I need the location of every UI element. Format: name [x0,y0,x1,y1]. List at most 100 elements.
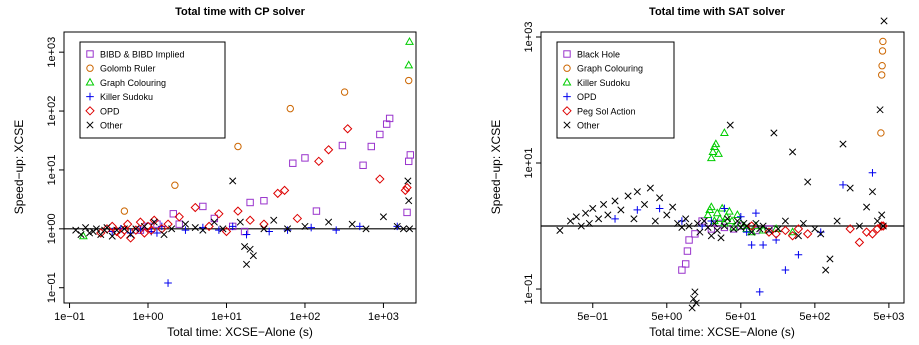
data-point [236,218,244,226]
data-point [651,217,659,225]
data-point [781,217,789,225]
data-point [572,213,580,221]
data-points-cp [72,36,415,287]
data-point [669,203,677,211]
data-point [737,223,745,231]
data-point [707,225,716,233]
data-point [723,215,732,223]
data-point [375,174,385,184]
data-point [135,217,146,227]
data-point [376,130,384,139]
series-golomb-ruler [120,76,413,215]
data-point [732,210,742,219]
data-point [867,229,878,239]
data-point [270,216,278,224]
data-point [771,229,781,239]
y-tick-label: 1e+00 [46,213,58,244]
legend-entry: Killer Sudoku [577,78,630,88]
legend-marker [86,92,94,101]
data-point [342,124,353,134]
legend-entry: BIBD & BIBD Implied [100,50,185,60]
data-point [854,237,865,248]
data-point [323,145,334,155]
data-point [120,207,129,215]
data-point [880,17,888,25]
data-point [199,202,207,211]
data-point [707,232,715,240]
plot-frame-sat [540,31,905,304]
data-point [663,211,671,219]
data-point [747,241,756,249]
data-point [113,226,121,234]
y-tick-label: 1e−01 [46,272,58,303]
data-point [260,197,268,205]
legend-marker [562,77,572,86]
data-point [868,168,877,177]
data-point [868,188,877,196]
data-point [399,225,408,233]
legend-marker [86,50,94,58]
data-point [711,139,721,148]
data-point [730,225,738,233]
data-point [878,47,887,55]
data-point [126,229,135,237]
data-point [737,213,745,221]
legend-marker [563,92,571,101]
data-point [706,153,716,162]
data-point [199,226,207,234]
data-point [242,260,251,268]
data-point [846,184,854,192]
legend-marker [563,64,571,72]
legend-box-sat [556,41,675,139]
data-point [112,226,122,237]
data-point [704,223,712,231]
sat-solver-panel: Total time with SAT solver Total time: X… [489,6,905,339]
data-point [139,228,150,238]
data-point [72,226,80,234]
legend-marker [562,106,572,116]
data-point [788,227,798,236]
data-point [879,222,887,230]
data-point [646,184,654,192]
data-point [406,151,415,159]
data-point [77,230,85,239]
data-point [720,223,729,232]
data-point [289,159,297,167]
data-point [301,222,309,230]
data-point [582,209,590,217]
data-point [720,204,729,213]
data-point [633,206,642,214]
data-point [403,208,411,217]
legend-sat: Black Hole Graph Colouring Killer Sudoku OP… [556,41,675,139]
data-point [743,222,751,230]
data-point [770,129,778,137]
data-point [595,215,603,223]
data-point [817,230,825,238]
data-point [566,217,575,225]
data-point [682,215,690,223]
data-point [719,128,729,137]
data-point [362,225,370,233]
data-point [604,211,612,219]
data-point [160,230,168,239]
data-point [405,225,414,233]
data-point [733,217,741,225]
y-tick-label: 1e+03 [523,22,535,53]
data-point [210,218,218,226]
series-other [556,17,888,312]
x-axis-label-sat: Total time: XCSE−Alone (s) [649,325,795,339]
data-point [752,219,760,227]
data-point [685,222,693,230]
data-point [140,222,148,230]
data-point [325,218,333,226]
data-point [158,222,166,231]
data-point [714,148,723,157]
legend-entry: Golomb Ruler [100,64,156,74]
data-point [404,177,412,185]
data-point [169,210,177,218]
legend-marker [86,64,94,72]
data-point [214,209,224,219]
data-point [245,215,255,225]
data-point [356,222,364,231]
data-point [845,224,855,234]
